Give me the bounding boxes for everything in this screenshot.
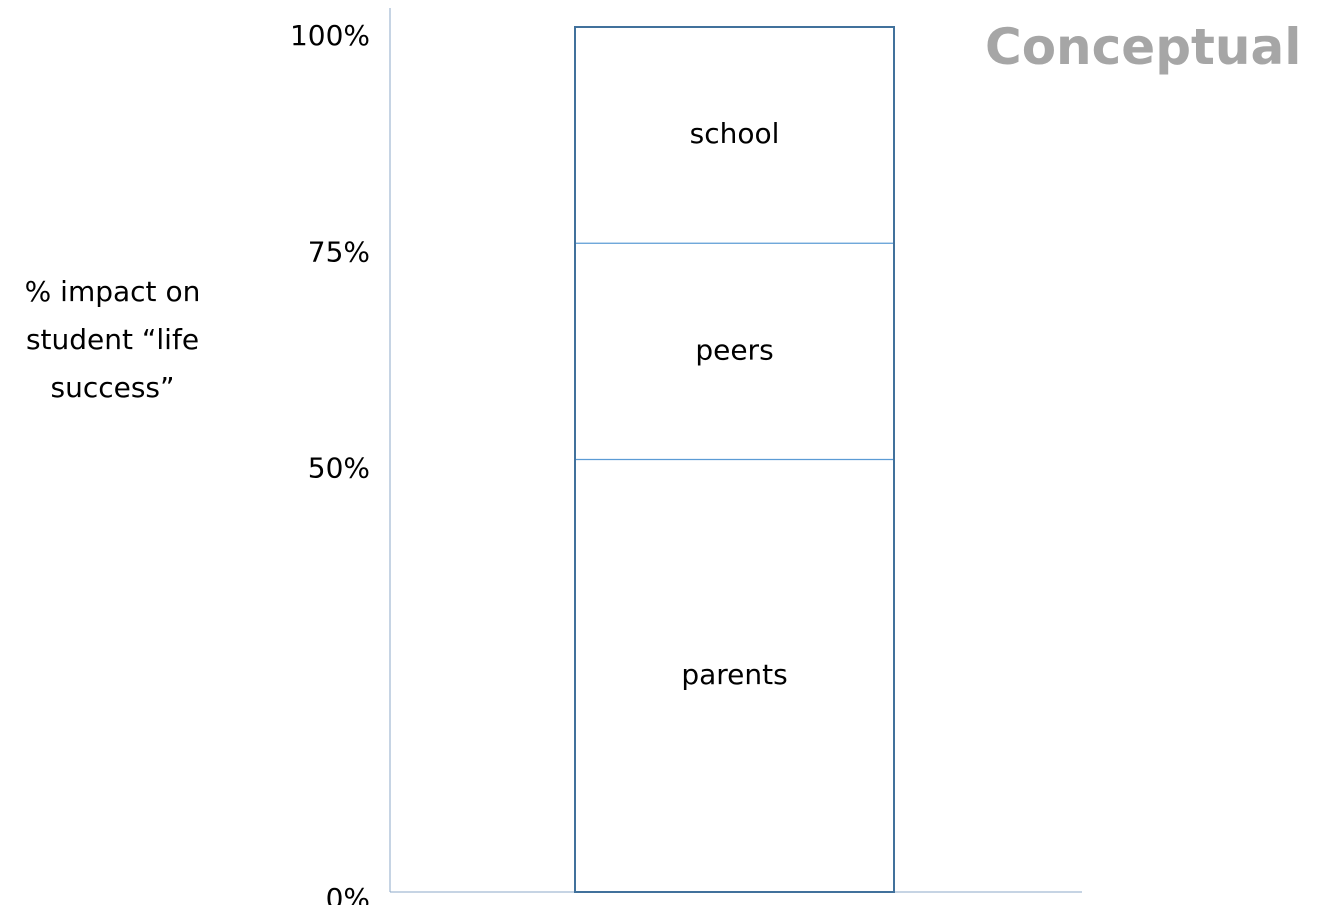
y-tick-label: 0% (326, 882, 370, 905)
bar-segment-parents (575, 459, 894, 892)
y-axis-label-line-3: success” (50, 371, 175, 404)
bar-segment-label-school: school (690, 117, 780, 150)
bar-segment-school (575, 27, 894, 244)
y-axis-label-line-1: % impact on (24, 275, 201, 308)
chart-title: Conceptual (985, 18, 1302, 76)
bar-segment-label-peers: peers (695, 333, 773, 366)
y-tick-label: 50% (308, 452, 370, 485)
bar-outline (574, 26, 895, 893)
y-axis-label-line-2: student “life (25, 323, 200, 356)
bar-segment-label-parents: parents (681, 658, 787, 691)
y-tick-label: 75% (308, 235, 370, 268)
bar-segment-peers (575, 243, 894, 460)
y-tick-label: 100% (290, 19, 370, 52)
y-axis-label: % impact on student “life success” (0, 268, 225, 412)
